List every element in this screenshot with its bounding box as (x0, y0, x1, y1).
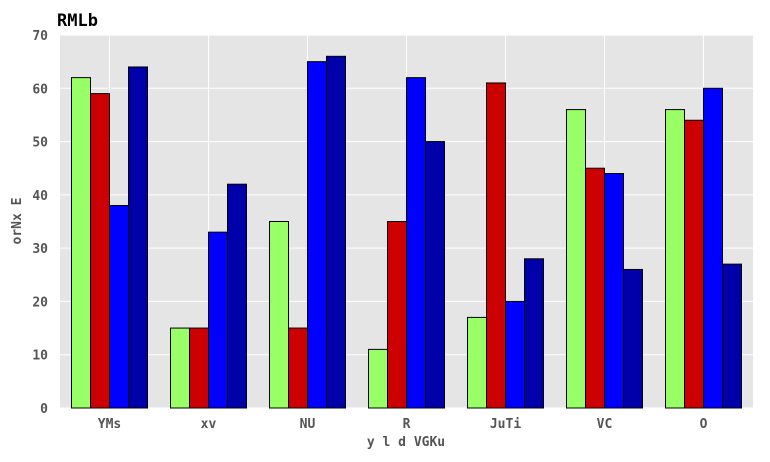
x-tick-label: VC (597, 417, 613, 432)
x-tick-label: O (700, 417, 708, 432)
x-tick-label: YMs (98, 417, 121, 432)
bar (406, 77, 426, 409)
y-axis-label: orNx E (10, 198, 25, 245)
y-tick-label: 30 (32, 242, 48, 257)
bar (128, 66, 148, 409)
bar (505, 300, 525, 409)
bar (307, 61, 327, 409)
y-tick-label: 40 (32, 189, 48, 204)
y-tick-labels: 0 10 20 30 40 50 60 70 (32, 29, 48, 417)
bar (722, 263, 742, 409)
bar (486, 82, 506, 409)
bar (585, 167, 605, 409)
x-tick-label: NU (300, 417, 316, 432)
bar (170, 327, 190, 409)
bar (227, 183, 247, 409)
x-tick-label: xv (201, 417, 217, 432)
y-tick-label: 50 (32, 136, 48, 151)
bar (665, 109, 685, 409)
bar (368, 348, 388, 409)
y-tick-label: 0 (40, 402, 48, 417)
bar (90, 93, 110, 409)
bar (288, 327, 308, 409)
y-tick-label: 20 (32, 295, 48, 310)
bar (684, 119, 704, 409)
x-tick-labels: YMs xv NU R JuTi VC O (98, 417, 708, 432)
bar (604, 173, 624, 409)
x-tick-label: R (403, 417, 411, 432)
bar (387, 221, 407, 409)
bar (524, 258, 544, 409)
bar (269, 221, 289, 409)
bar (189, 327, 209, 409)
bar (703, 87, 723, 409)
bar (326, 55, 346, 409)
bars (71, 55, 742, 409)
y-tick-label: 10 (32, 349, 48, 364)
bar (208, 231, 228, 409)
bar (566, 109, 586, 409)
bar (623, 268, 643, 409)
y-tick-label: 60 (32, 82, 48, 97)
bar (71, 77, 91, 409)
bar (467, 316, 487, 409)
x-axis-label: y l d VGKu (367, 435, 445, 450)
chart-title: RMLb (57, 11, 98, 31)
y-tick-label: 70 (32, 29, 48, 44)
bar (109, 205, 129, 409)
bar (425, 141, 445, 409)
x-tick-label: JuTi (490, 417, 521, 432)
